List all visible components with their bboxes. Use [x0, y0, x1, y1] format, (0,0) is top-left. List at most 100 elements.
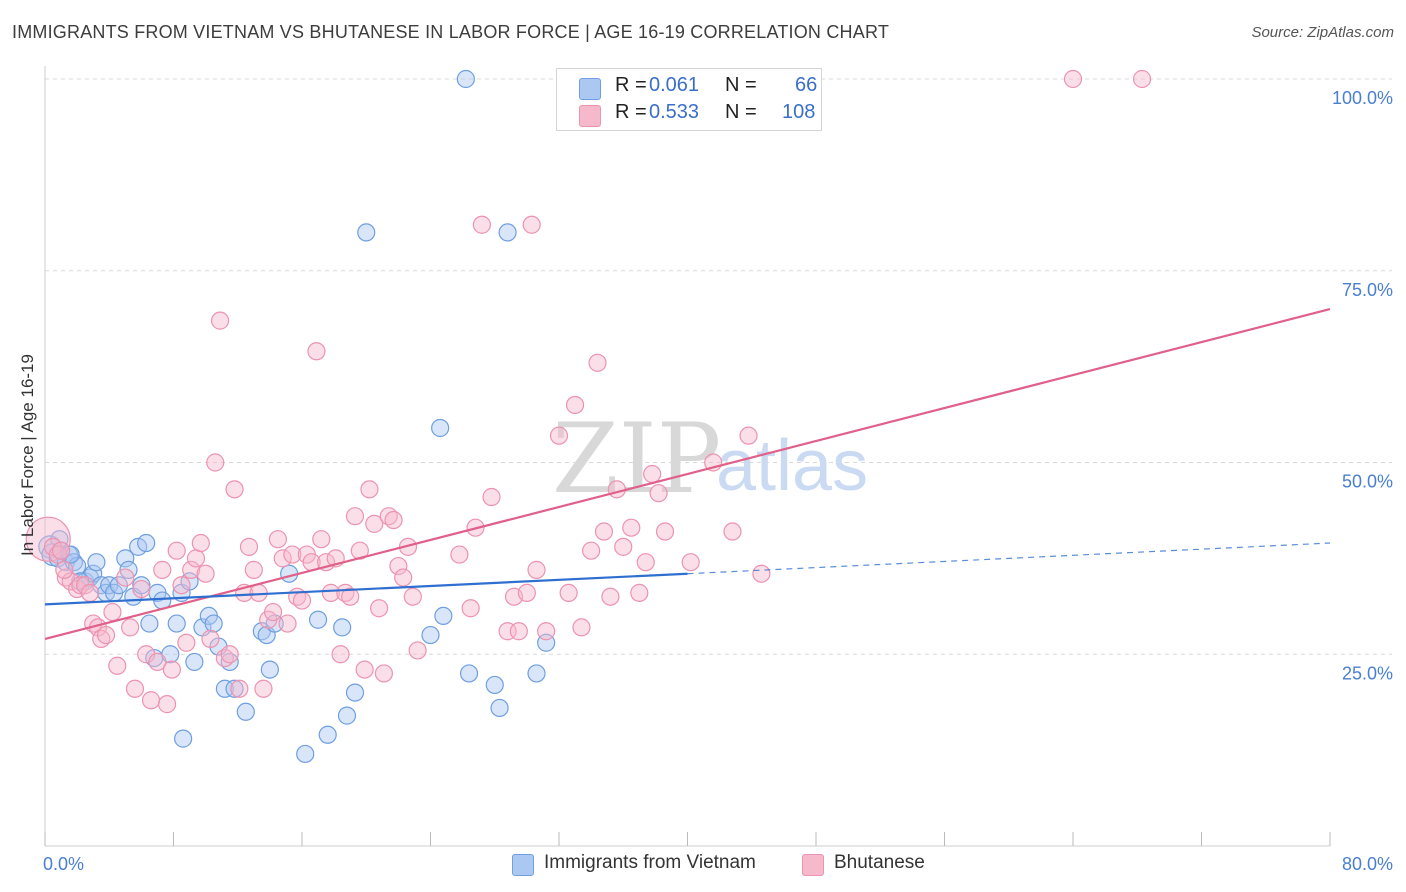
bhutanese-point [162, 660, 181, 679]
bhutanese-point [370, 599, 389, 618]
legend-swatch-bhutanese [579, 105, 601, 127]
bhutanese-point [220, 645, 239, 664]
bhutanese-point [482, 487, 501, 507]
vietnam-point [318, 725, 337, 744]
bhutanese-point [153, 560, 172, 579]
bhutanese-point [559, 583, 578, 602]
bhutanese-point [450, 545, 469, 564]
bhutanese-point [80, 583, 100, 602]
vietnam-point [174, 729, 193, 748]
y-tick-label: 100.0% [1332, 88, 1393, 108]
bhutanese-point [509, 622, 528, 641]
bhutanese-point [210, 311, 230, 330]
bhutanese-point [549, 426, 569, 445]
trend-layer [44, 308, 1331, 640]
bhutanese-point [96, 625, 116, 645]
vietnam-point [459, 664, 479, 683]
vietnam-point [215, 679, 234, 698]
bhutanese-point [239, 537, 259, 556]
bhutanese-point [186, 549, 206, 568]
bhutanese-point [461, 599, 480, 618]
bhutanese-point [71, 576, 90, 595]
bhutanese-point [649, 484, 668, 503]
bhutanese-point [225, 480, 244, 499]
y-tick-label: 25.0% [1342, 663, 1393, 683]
bhutanese-point [588, 353, 607, 372]
bhutanese-point [312, 530, 331, 549]
bhutanese-point [527, 560, 546, 579]
bhutanese-point [355, 660, 374, 679]
bhutanese-point [537, 622, 556, 641]
bhutanese-point [244, 560, 263, 579]
bhutanese-point [148, 652, 167, 672]
grid-layer [45, 78, 1392, 655]
bhutanese-point [681, 553, 700, 572]
vietnam-point [434, 606, 453, 626]
vietnam-point [498, 223, 517, 242]
vietnam-trend-extension [687, 542, 1331, 575]
bhutanese-point [268, 530, 288, 549]
vietnam-point [225, 679, 244, 698]
bhutanese-trend-line [44, 308, 1331, 640]
bhutanese-point [331, 645, 350, 664]
vietnam-point [185, 652, 204, 672]
bhutanese-point [51, 541, 71, 560]
y-axis-label: In Labor Force | Age 16-19 [18, 354, 37, 556]
chart-source: Source: ZipAtlas.com [1251, 24, 1394, 41]
legend-r-label: R = [615, 101, 647, 123]
vietnam-point [308, 610, 328, 629]
vietnam-point [421, 625, 440, 645]
bottom-legend-label-bhutanese: Bhutanese [834, 852, 925, 873]
watermark: ZIP atlas [552, 403, 868, 515]
bhutanese-point [517, 583, 536, 602]
legend: R = 0.061 N = 66 R = 0.533 N = 108 [556, 68, 822, 131]
bhutanese-point [360, 480, 379, 499]
legend-n-value: 108 [782, 101, 816, 123]
vietnam-point [260, 660, 279, 679]
bhutanese-point [172, 576, 191, 595]
legend-r-value: 0.061 [649, 74, 700, 96]
vietnam-point [137, 533, 156, 553]
bottom-legend-swatch-bhutanese [802, 854, 824, 876]
bhutanese-point [278, 614, 297, 633]
legend-swatch-vietnam [579, 78, 601, 100]
bhutanese-point [321, 583, 341, 602]
vietnam-point [357, 223, 376, 242]
bhutanese-point [472, 215, 491, 234]
bhutanese-point [655, 522, 675, 541]
bhutanese-point [157, 695, 177, 714]
legend-r-value: 0.533 [649, 101, 700, 123]
vietnam-point [490, 698, 509, 718]
chart-title: IMMIGRANTS FROM VIETNAM VS BHUTANESE IN … [12, 22, 890, 42]
bhutanese-point [177, 633, 196, 652]
bhutanese-point [191, 533, 210, 553]
bhutanese-point [307, 342, 326, 361]
y-tick-label: 75.0% [1342, 280, 1393, 300]
vietnam-point [456, 69, 475, 89]
bhutanese-point [403, 587, 422, 606]
bhutanese-point [182, 560, 201, 579]
bhutanese-point [206, 453, 225, 472]
bhutanese-point [389, 556, 408, 576]
bhutanese-point [723, 522, 742, 541]
vietnam-point [132, 576, 151, 595]
vietnam-point [337, 706, 357, 725]
bhutanese-point [125, 679, 145, 698]
vietnam-point [333, 618, 352, 637]
bhutanese-point [141, 691, 161, 710]
bhutanese-point [201, 629, 220, 649]
bhutanese-point [230, 679, 249, 698]
bhutanese-point [582, 541, 601, 560]
vietnam-point [116, 549, 135, 568]
x-tick-label: 0.0% [43, 854, 84, 874]
bhutanese-point [374, 664, 394, 683]
vietnam-point [485, 675, 504, 695]
vietnam-point [236, 702, 255, 721]
bhutanese-point [394, 568, 413, 587]
bhutanese-point [103, 602, 122, 622]
bhutanese-point [643, 464, 662, 484]
bhutanese-point [132, 579, 151, 599]
y-tick-label: 50.0% [1342, 472, 1393, 492]
axis-layer: 25.0% 50.0% 75.0% 100.0% 0.0% 80.0% [43, 66, 1393, 874]
bhutanese-point [752, 564, 771, 583]
